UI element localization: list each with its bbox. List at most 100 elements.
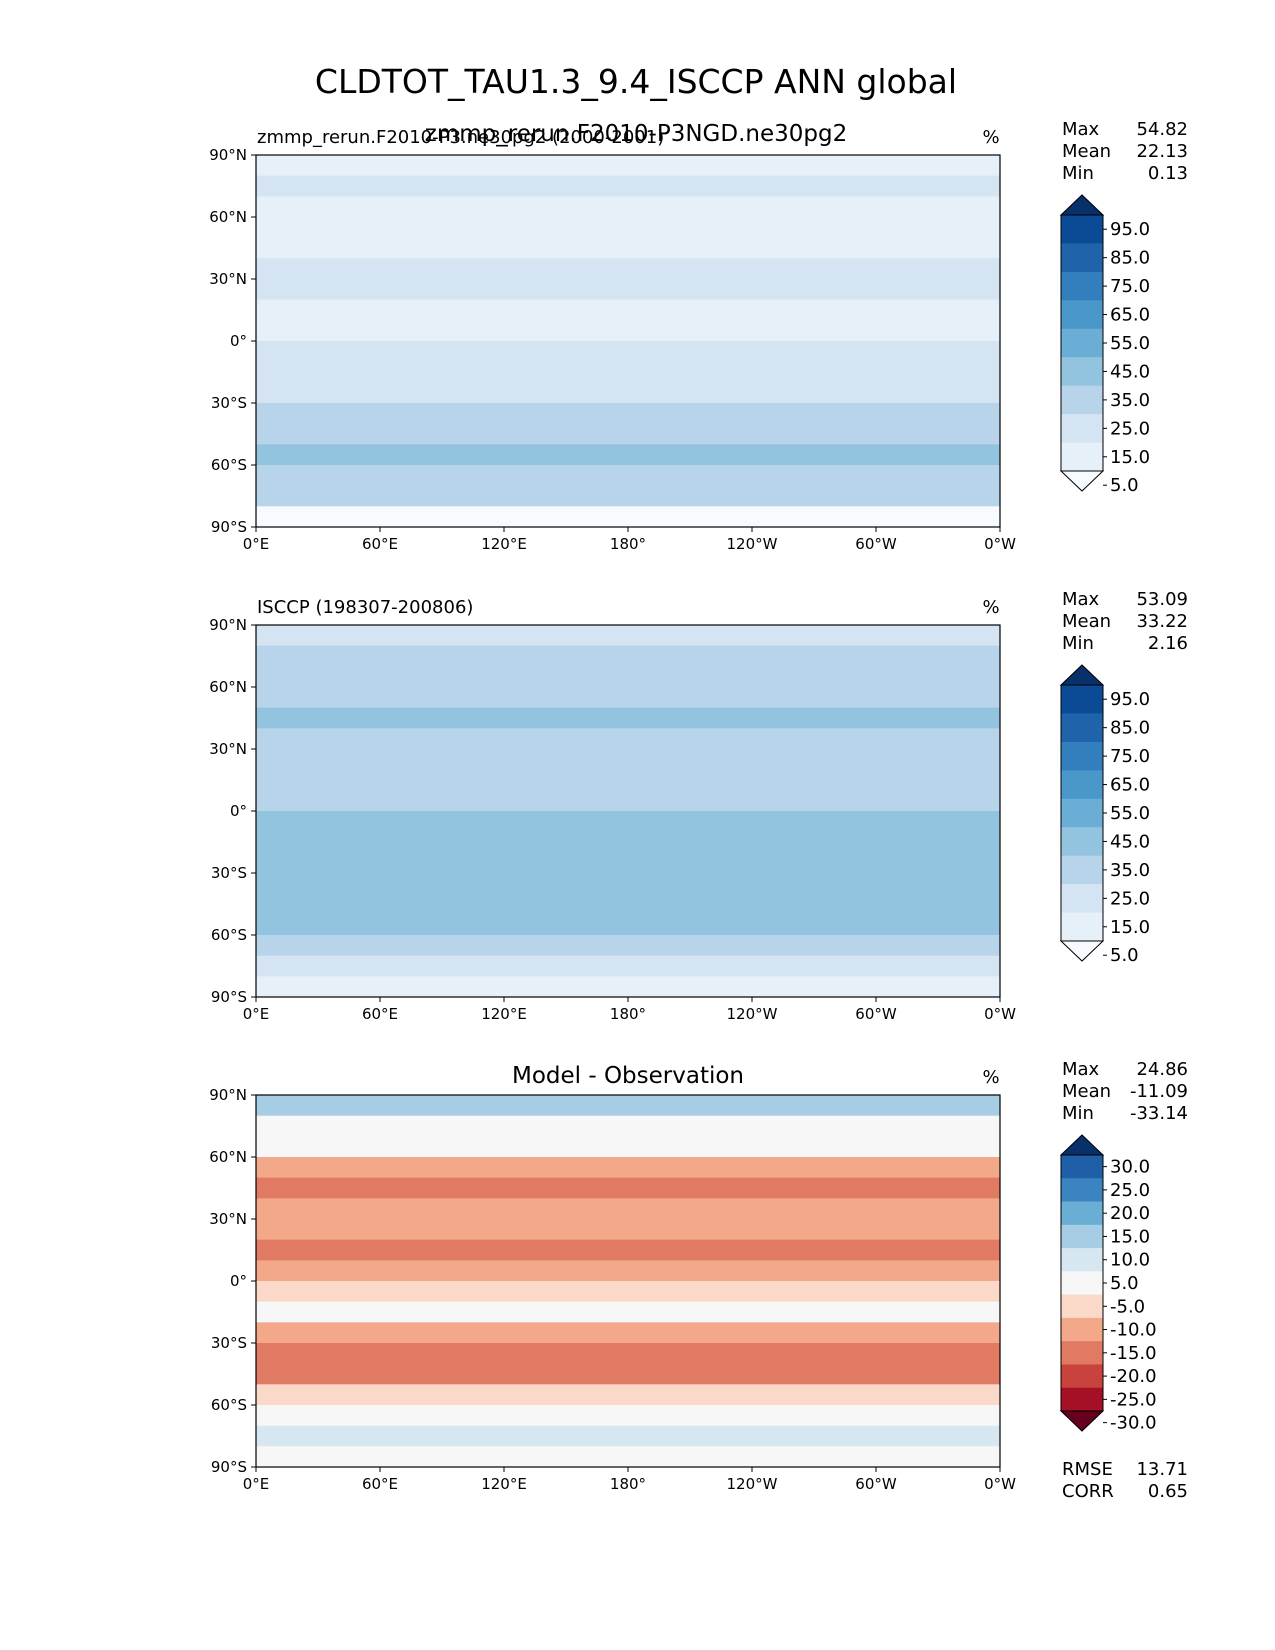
heatmap-band — [256, 976, 1000, 998]
stat-label: Max — [1062, 589, 1100, 610]
heatmap-band — [256, 1343, 1000, 1365]
y-tick-label: 0° — [230, 802, 247, 820]
colorbar-extend-top — [1059, 664, 1105, 686]
units-label: % — [982, 1067, 999, 1088]
colorbar-tick-label: -20.0 — [1110, 1366, 1157, 1387]
heatmap-band — [256, 1322, 1000, 1344]
heatmap-band — [256, 320, 1000, 342]
heatmap-band — [256, 403, 1000, 425]
heatmap-band — [256, 1425, 1000, 1447]
colorbar-tick-label: 65.0 — [1110, 305, 1150, 326]
colorbar-swatch — [1061, 855, 1103, 885]
colorbar-tick-label: 15.0 — [1110, 1226, 1150, 1247]
colorbar: 30.025.020.015.0 10.05.0-5.0 -10.0-15.0-20… — [1059, 1134, 1157, 1434]
stat-label: Max — [1062, 119, 1100, 140]
heatmap-band — [256, 1281, 1000, 1303]
heatmap-band — [256, 299, 1000, 321]
x-tick-label: 180° — [610, 535, 646, 553]
colorbar-tick-label: 55.0 — [1110, 803, 1150, 824]
y-tick-label: 60°S — [211, 1396, 247, 1414]
heatmap-band — [256, 1239, 1000, 1261]
x-tick-label: 0°W — [984, 1005, 1016, 1023]
stat-value: -11.09 — [1130, 1081, 1188, 1102]
heatmap-band — [256, 175, 1000, 197]
heatmap-band — [256, 666, 1000, 688]
stat-label: Mean — [1062, 141, 1111, 162]
y-tick-label: 90°S — [211, 988, 247, 1006]
colorbar-tick-label: 25.0 — [1110, 1180, 1150, 1201]
colorbar-swatch — [1061, 713, 1103, 743]
heatmap-band — [256, 341, 1000, 363]
corr-label: CORR — [1062, 1481, 1114, 1502]
colorbar-tick-label: 10.0 — [1110, 1250, 1150, 1271]
colorbar-swatch — [1061, 1317, 1103, 1342]
x-tick-label: 0°E — [243, 535, 270, 553]
colorbar-swatch — [1061, 442, 1103, 472]
colorbar-tick-label: 95.0 — [1110, 689, 1150, 710]
colorbar-tick-label: -15.0 — [1110, 1343, 1157, 1364]
y-tick-label: 60°S — [211, 926, 247, 944]
stat-label: Mean — [1062, 611, 1111, 632]
x-tick-label: 180° — [610, 1475, 646, 1493]
x-tick-label: 120°W — [727, 535, 778, 553]
heatmap-band — [256, 217, 1000, 239]
stat-value: 24.86 — [1136, 1059, 1188, 1080]
heatmap-band — [256, 465, 1000, 487]
heatmap-band — [256, 707, 1000, 729]
heatmap-band — [256, 444, 1000, 466]
stat-label: Min — [1062, 163, 1094, 184]
colorbar-tick-label: 55.0 — [1110, 333, 1150, 354]
colorbar-tick-label: 45.0 — [1110, 361, 1150, 382]
map-panel-2: 90°N 60°N 30°N 0° 30°S 60°S 90°S0°E 60°E 120°E 18… — [209, 589, 1188, 1023]
y-tick-label: 0° — [230, 1272, 247, 1290]
colorbar-tick-label: 30.0 — [1110, 1157, 1150, 1178]
y-tick-label: 30°S — [211, 1334, 247, 1352]
panel-overlay-title: zmmp_rerun.F2010-P3NGD.ne30pg2 — [425, 121, 847, 147]
colorbar-swatch — [1061, 1155, 1103, 1179]
x-tick-label: 0°W — [984, 1475, 1016, 1493]
heatmap-band — [256, 382, 1000, 404]
colorbar-tick-label: 95.0 — [1110, 219, 1150, 240]
colorbar-tick-label: 35.0 — [1110, 390, 1150, 411]
stat-value: 0.13 — [1148, 163, 1188, 184]
panel-left-title: ISCCP (198307-200806) — [257, 597, 473, 618]
colorbar-extend-top — [1059, 194, 1105, 216]
heatmap-band — [256, 893, 1000, 915]
heatmap-band — [256, 625, 1000, 647]
heatmap-band — [256, 728, 1000, 750]
colorbar-tick-label: 5.0 — [1110, 945, 1139, 966]
x-tick-label: 60°E — [362, 535, 398, 553]
x-tick-label: 60°W — [855, 1005, 897, 1023]
stat-value: 33.22 — [1136, 611, 1188, 632]
x-tick-label: 120°W — [727, 1475, 778, 1493]
heatmap-band — [256, 1384, 1000, 1406]
colorbar-swatch — [1061, 271, 1103, 301]
colorbar-tick-label: 85.0 — [1110, 248, 1150, 269]
heatmap-band — [256, 1115, 1000, 1137]
colorbar-swatch — [1061, 1271, 1103, 1296]
heatmap-band — [256, 873, 1000, 895]
y-tick-label: 60°N — [209, 1148, 247, 1166]
stat-label: Max — [1062, 1059, 1100, 1080]
colorbar-extend-bottom — [1059, 940, 1105, 962]
colorbar-swatch — [1061, 1364, 1103, 1389]
colorbar-tick-label: 25.0 — [1110, 418, 1150, 439]
x-tick-label: 60°E — [362, 1005, 398, 1023]
rmse-label: RMSE — [1062, 1459, 1113, 1480]
heatmap-band — [256, 506, 1000, 528]
heatmap-band — [256, 749, 1000, 771]
colorbar-tick-label: 25.0 — [1110, 888, 1150, 909]
map-panel-1: 90°N 60°N 30°N 0° 30°S 60°S 90°S0°E 60°E 120°E 18… — [209, 119, 1188, 553]
y-tick-label: 60°S — [211, 456, 247, 474]
colorbar-tick-label: 15.0 — [1110, 917, 1150, 938]
colorbar-swatch — [1061, 741, 1103, 771]
heatmap-band — [256, 1157, 1000, 1179]
stat-label: Mean — [1062, 1081, 1111, 1102]
colorbar-tick-label: 85.0 — [1110, 718, 1150, 739]
colorbar-swatch — [1061, 685, 1103, 714]
stat-value: 53.09 — [1136, 589, 1188, 610]
x-tick-label: 180° — [610, 1005, 646, 1023]
colorbar-swatch — [1061, 215, 1103, 244]
colorbar-tick-label: 35.0 — [1110, 860, 1150, 881]
colorbar-swatch — [1061, 884, 1103, 914]
